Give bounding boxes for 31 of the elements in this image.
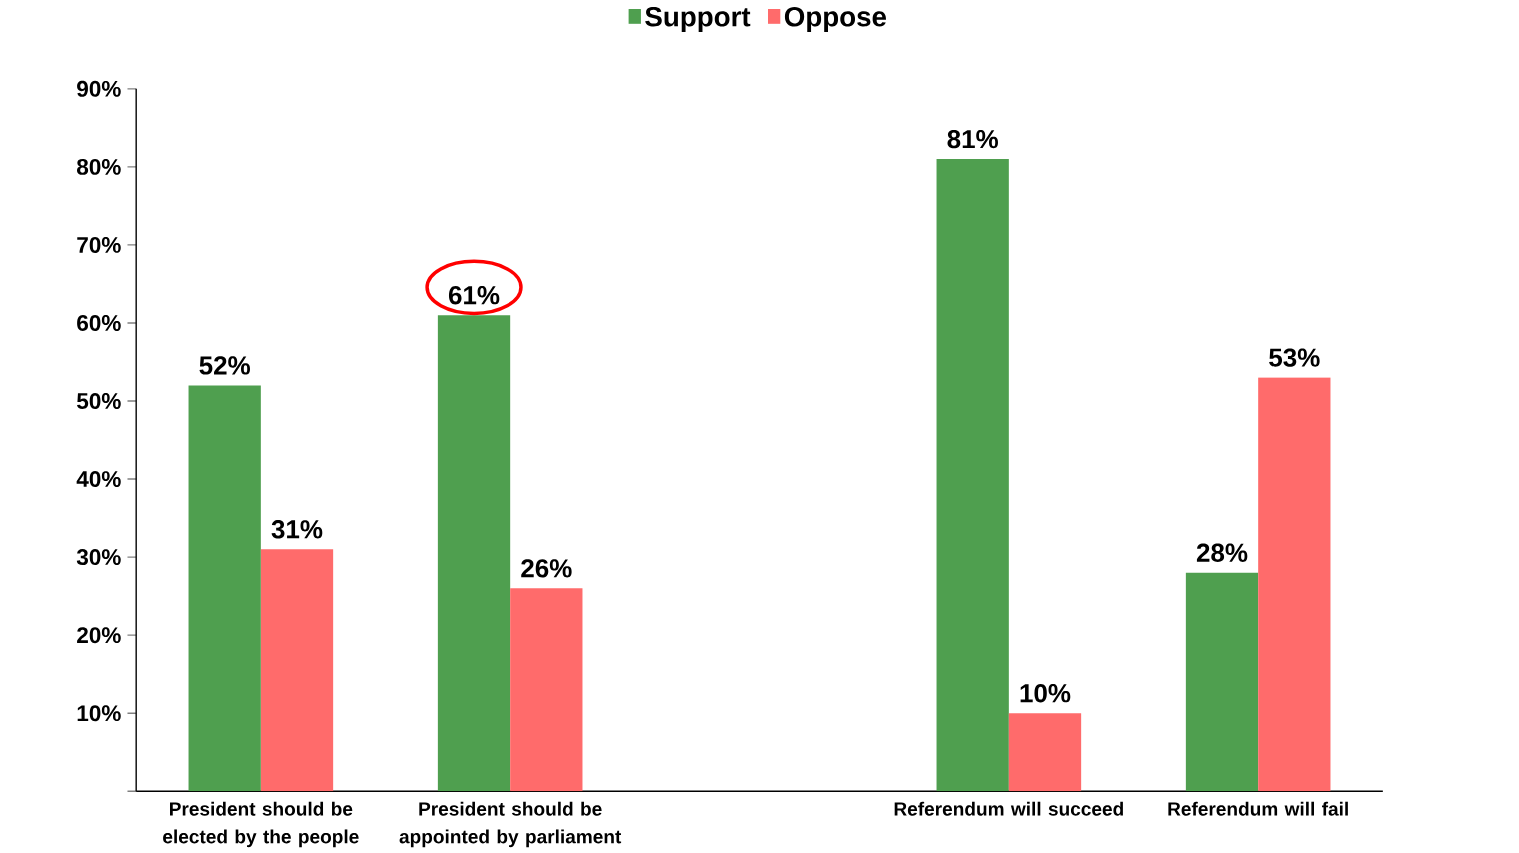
x-tick-label: President should be appointed by parliament	[399, 801, 622, 848]
data-label: 53%	[1269, 348, 1320, 367]
bar	[936, 159, 1009, 792]
bar	[260, 549, 334, 792]
data-label: 26%	[521, 559, 572, 578]
y-tick-label: 60%	[77, 315, 121, 331]
bar	[510, 588, 583, 792]
data-label: 28%	[1196, 543, 1248, 562]
y-tick-label: 50%	[77, 393, 121, 409]
legend-label: Support	[645, 6, 751, 33]
bar	[1008, 713, 1082, 792]
bar	[1185, 572, 1259, 792]
y-tick-label: 90%	[77, 80, 121, 97]
x-tick-label: Referendum will fail	[1168, 801, 1348, 816]
bar	[437, 315, 511, 792]
data-label: 10%	[1020, 684, 1071, 703]
x-tick-label: Referendum will succeed	[894, 801, 1123, 816]
y-tick-label: 70%	[77, 236, 121, 253]
data-label: 81%	[947, 129, 998, 149]
y-tick-label: 20%	[77, 627, 121, 644]
data-label: 31%	[271, 520, 323, 539]
y-tick-label: 80%	[77, 158, 121, 175]
y-tick-label: 40%	[76, 471, 121, 488]
x-tick-label: President should be elected by the people	[163, 801, 359, 848]
bar	[1258, 377, 1331, 792]
data-label: 61%	[448, 286, 500, 305]
y-tick-label: 10%	[77, 705, 121, 722]
data-label: 52%	[199, 356, 250, 375]
bar	[188, 385, 261, 792]
legend-label: Oppose	[784, 6, 886, 33]
y-tick-label: 30%	[76, 549, 121, 566]
